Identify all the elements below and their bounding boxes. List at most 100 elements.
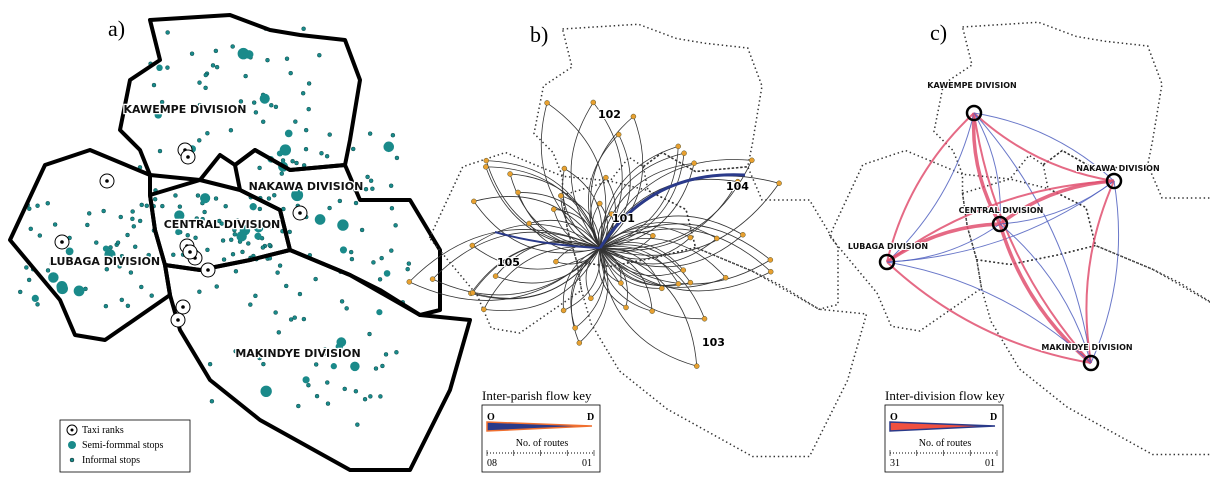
- division-label: CENTRAL DIVISION: [164, 218, 281, 231]
- informal-stop: [231, 44, 235, 48]
- informal-stop: [368, 394, 372, 398]
- informal-stop: [314, 362, 318, 366]
- informal-stop: [233, 232, 237, 236]
- legend-item: Informal stops: [82, 455, 140, 466]
- informal-stop: [119, 215, 123, 219]
- informal-stop: [384, 352, 388, 356]
- informal-stop: [229, 238, 233, 242]
- parish-node: [714, 236, 719, 241]
- division-label: NAKAWA DIVISION: [1076, 164, 1159, 173]
- informal-stop: [261, 362, 265, 366]
- parish-node: [470, 290, 475, 295]
- parish-node: [561, 308, 566, 313]
- informal-stop: [145, 204, 149, 208]
- informal-stop: [351, 147, 355, 151]
- parish-node: [624, 305, 629, 310]
- informal-stop: [391, 133, 395, 137]
- informal-stop: [371, 260, 375, 264]
- panel-label: c): [930, 20, 947, 45]
- parish-node: [777, 181, 782, 186]
- semi-formal-stop: [376, 309, 382, 315]
- informal-stop: [293, 120, 297, 124]
- parish-node: [481, 307, 486, 312]
- semi-formal-stop: [315, 214, 326, 225]
- informal-stop: [317, 53, 321, 57]
- division-label: KAWEMPE DIVISION: [124, 103, 247, 116]
- division-flow: [1086, 181, 1114, 363]
- informal-stop: [368, 132, 372, 136]
- informal-stop: [280, 172, 284, 176]
- semi-formal-stop: [236, 231, 246, 241]
- informal-stop: [395, 156, 399, 160]
- informal-stop: [210, 399, 214, 403]
- semi-formal-stop: [340, 246, 347, 253]
- informal-stop: [406, 267, 410, 271]
- parish-node: [588, 296, 593, 301]
- informal-stop: [274, 105, 278, 109]
- informal-stop: [211, 63, 215, 67]
- informal-stop: [278, 264, 282, 268]
- informal-stop: [291, 159, 295, 163]
- semi-formal-stop: [57, 283, 68, 294]
- taxi-rank-dot: [206, 268, 210, 272]
- semi-formal-stop: [285, 130, 293, 138]
- parish-node: [562, 166, 567, 171]
- informal-stop: [152, 83, 156, 87]
- informal-stop: [27, 207, 31, 211]
- informal-stop: [345, 306, 349, 310]
- informal-stop: [394, 223, 398, 227]
- informal-stop: [85, 223, 89, 227]
- informal-stop: [272, 193, 276, 197]
- panel-a: a) Taxi ranks Semi-formmal stops Informa…: [10, 15, 470, 472]
- informal-stop: [116, 241, 120, 245]
- informal-stop: [109, 245, 113, 249]
- informal-stop: [307, 81, 311, 85]
- informal-stop: [378, 277, 382, 281]
- parish-label: 103: [702, 336, 725, 349]
- informal-stop: [304, 128, 308, 132]
- informal-stop: [186, 233, 190, 237]
- informal-stop: [380, 364, 384, 368]
- informal-stop: [190, 52, 194, 56]
- informal-stop: [355, 423, 359, 427]
- semi-formal-stop: [254, 233, 261, 240]
- informal-stop: [363, 397, 367, 401]
- parish-label: 101: [612, 212, 635, 225]
- parish-node: [740, 232, 745, 237]
- parish-node: [470, 243, 475, 248]
- legend-item: Taxi ranks: [82, 425, 124, 436]
- informal-stop: [229, 128, 233, 132]
- informal-stop: [269, 103, 273, 107]
- division-label: LUBAGA DIVISION: [848, 242, 928, 251]
- informal-stop: [289, 317, 293, 321]
- informal-stop: [102, 209, 106, 213]
- parish-node: [527, 221, 532, 226]
- semi-formal-stop: [277, 150, 283, 156]
- informal-stop: [407, 262, 411, 266]
- taxi-rank-dot: [186, 155, 190, 159]
- key-max: 31: [890, 458, 900, 469]
- informal-stop: [328, 133, 332, 137]
- parish-node: [749, 158, 754, 163]
- semi-formal-stop: [250, 203, 257, 210]
- parish-node: [616, 132, 621, 137]
- informal-stop: [29, 227, 33, 231]
- informal-stop: [374, 367, 378, 371]
- semi-formal-stop: [383, 142, 394, 153]
- informal-stop: [368, 332, 372, 336]
- informal-stop: [138, 219, 142, 223]
- informal-stop: [132, 224, 136, 228]
- taxi-rank-dot: [105, 179, 109, 183]
- informal-stop: [153, 197, 157, 201]
- semi-formal-stop: [350, 362, 359, 371]
- key-max: 08: [487, 458, 497, 469]
- informal-stop: [214, 49, 218, 53]
- informal-stop: [265, 58, 269, 62]
- informal-stop: [246, 241, 250, 245]
- informal-stop: [349, 250, 353, 254]
- informal-stop: [306, 383, 310, 387]
- parish-node: [545, 100, 550, 105]
- informal-stop: [258, 207, 262, 211]
- taxi-rank-dot: [298, 211, 302, 215]
- informal-stop: [298, 292, 302, 296]
